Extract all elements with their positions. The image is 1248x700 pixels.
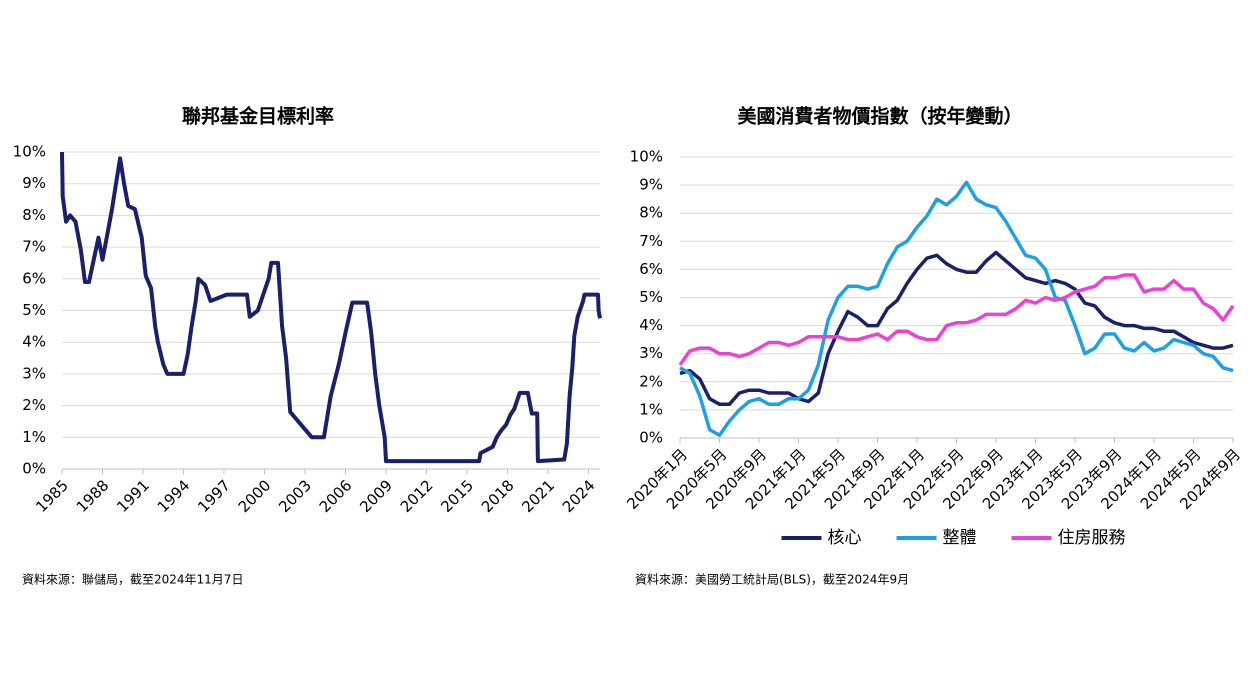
x-tick-label: 1994: [154, 476, 194, 516]
source-note: 資料來源：美國勞工統計局(BLS)，截至2024年9月: [635, 572, 909, 587]
y-tick-label: 0%: [22, 460, 46, 478]
y-tick-label: 3%: [22, 364, 46, 382]
y-tick-label: 0%: [639, 429, 663, 447]
x-tick-label: 1988: [73, 476, 113, 516]
legend-label: 住房服務: [1058, 528, 1126, 548]
y-tick-label: 10%: [630, 148, 663, 166]
y-tick-label: 7%: [639, 232, 663, 250]
y-tick-label: 9%: [22, 174, 46, 192]
x-tick-label: 2003: [275, 476, 315, 516]
x-tick-label: 2018: [478, 476, 518, 516]
x-tick-label: 2015: [437, 476, 477, 516]
line-series: [678, 273, 1235, 366]
x-tick-label: 2024: [559, 476, 599, 516]
y-tick-label: 6%: [639, 260, 663, 278]
y-tick-label: 9%: [639, 176, 663, 194]
x-tick-label: 2012: [397, 476, 437, 516]
x-tick-label: 1991: [113, 476, 153, 516]
source-note: 資料來源：聯儲局，截至2024年11月7日: [22, 573, 243, 587]
legend-label: 核心: [828, 528, 862, 548]
y-tick-label: 7%: [22, 238, 46, 256]
x-tick-label: 2009: [356, 476, 396, 516]
y-tick-label: 8%: [639, 204, 663, 222]
y-tick-label: 4%: [22, 333, 46, 351]
y-tick-label: 4%: [639, 316, 663, 334]
line-series: [679, 250, 1234, 407]
y-tick-label: 1%: [639, 400, 663, 418]
y-tick-label: 10%: [13, 143, 46, 161]
y-tick-label: 8%: [22, 206, 46, 224]
y-tick-label: 6%: [22, 269, 46, 287]
legend-label: 整體: [943, 528, 977, 548]
y-tick-label: 2%: [639, 372, 663, 390]
y-tick-label: 5%: [22, 301, 46, 319]
line-series: [679, 180, 1234, 437]
chart-title: 美國消費者物價指數（按年變動）: [737, 105, 1022, 128]
x-tick-label: 2006: [316, 476, 356, 516]
y-tick-label: 5%: [639, 288, 663, 306]
x-tick-label: 2000: [235, 476, 275, 516]
y-tick-label: 3%: [639, 344, 663, 362]
chart-title: 聯邦基金目標利率: [182, 105, 334, 128]
line-series: [60, 151, 602, 464]
x-tick-label: 2021: [518, 476, 558, 516]
x-tick-label: 1997: [194, 476, 234, 516]
y-tick-label: 2%: [22, 396, 46, 414]
y-tick-label: 1%: [22, 428, 46, 446]
x-tick-label: 1985: [32, 476, 72, 516]
